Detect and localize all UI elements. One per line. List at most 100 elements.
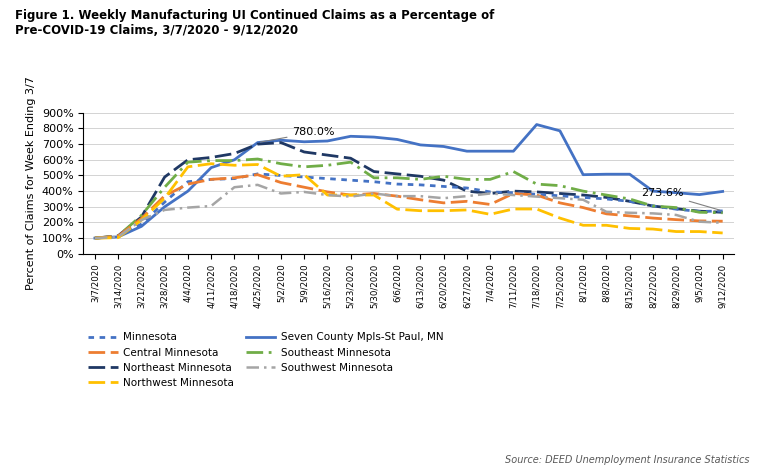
Southeast Minnesota bbox=[718, 210, 727, 216]
Minnesota bbox=[393, 181, 402, 187]
Seven County Mpls-St Paul, MN bbox=[509, 149, 518, 154]
Minnesota bbox=[183, 179, 192, 185]
Northwest Minnesota bbox=[439, 208, 448, 213]
Southeast Minnesota bbox=[137, 212, 146, 218]
Northeast Minnesota bbox=[322, 152, 332, 158]
Central Minnesota bbox=[276, 180, 285, 185]
Central Minnesota bbox=[114, 233, 123, 239]
Southwest Minnesota bbox=[463, 193, 472, 199]
Southwest Minnesota bbox=[183, 205, 192, 211]
Northeast Minnesota bbox=[393, 171, 402, 177]
Central Minnesota bbox=[718, 219, 727, 224]
Northeast Minnesota bbox=[114, 233, 123, 239]
Minnesota bbox=[671, 206, 681, 212]
Seven County Mpls-St Paul, MN bbox=[416, 142, 425, 148]
Southeast Minnesota bbox=[578, 188, 587, 194]
Northwest Minnesota bbox=[695, 229, 704, 235]
Northeast Minnesota bbox=[346, 156, 355, 161]
Seven County Mpls-St Paul, MN bbox=[671, 190, 681, 196]
Southeast Minnesota bbox=[207, 158, 216, 164]
Central Minnesota bbox=[90, 235, 99, 241]
Central Minnesota bbox=[625, 213, 634, 219]
Northwest Minnesota bbox=[230, 163, 239, 168]
Northwest Minnesota bbox=[137, 217, 146, 223]
Southwest Minnesota bbox=[90, 235, 99, 241]
Northeast Minnesota bbox=[416, 173, 425, 179]
Northwest Minnesota bbox=[322, 192, 332, 198]
Southeast Minnesota bbox=[183, 159, 192, 165]
Northeast Minnesota bbox=[300, 149, 309, 155]
Southeast Minnesota bbox=[393, 175, 402, 180]
Northwest Minnesota bbox=[253, 162, 262, 167]
Southwest Minnesota bbox=[439, 196, 448, 201]
Seven County Mpls-St Paul, MN bbox=[369, 134, 378, 140]
Central Minnesota bbox=[578, 205, 587, 211]
Central Minnesota bbox=[416, 197, 425, 203]
Northeast Minnesota bbox=[137, 214, 146, 220]
Central Minnesota bbox=[556, 200, 565, 206]
Northwest Minnesota bbox=[346, 192, 355, 198]
Line: Southwest Minnesota: Southwest Minnesota bbox=[95, 185, 723, 238]
Central Minnesota bbox=[602, 211, 611, 217]
Northeast Minnesota bbox=[578, 192, 587, 198]
Southeast Minnesota bbox=[276, 161, 285, 166]
Southeast Minnesota bbox=[509, 169, 518, 174]
Minnesota bbox=[578, 195, 587, 200]
Seven County Mpls-St Paul, MN bbox=[114, 234, 123, 240]
Minnesota bbox=[346, 177, 355, 183]
Northwest Minnesota bbox=[602, 222, 611, 228]
Seven County Mpls-St Paul, MN bbox=[578, 172, 587, 178]
Southeast Minnesota bbox=[532, 181, 541, 187]
Central Minnesota bbox=[137, 216, 146, 221]
Minnesota bbox=[532, 191, 541, 197]
Line: Central Minnesota: Central Minnesota bbox=[95, 175, 723, 238]
Southeast Minnesota bbox=[486, 177, 495, 182]
Southwest Minnesota bbox=[346, 194, 355, 199]
Seven County Mpls-St Paul, MN bbox=[625, 172, 634, 177]
Northeast Minnesota bbox=[439, 177, 448, 183]
Central Minnesota bbox=[532, 192, 541, 198]
Minnesota bbox=[160, 199, 169, 205]
Seven County Mpls-St Paul, MN bbox=[137, 224, 146, 229]
Northeast Minnesota bbox=[602, 195, 611, 200]
Minnesota bbox=[509, 190, 518, 196]
Minnesota bbox=[463, 185, 472, 191]
Central Minnesota bbox=[393, 193, 402, 199]
Northeast Minnesota bbox=[625, 198, 634, 204]
Southeast Minnesota bbox=[346, 159, 355, 165]
Seven County Mpls-St Paul, MN bbox=[230, 157, 239, 163]
Text: Source: DEED Unemployment Insurance Statistics: Source: DEED Unemployment Insurance Stat… bbox=[505, 455, 749, 465]
Seven County Mpls-St Paul, MN bbox=[463, 149, 472, 154]
Southwest Minnesota bbox=[602, 209, 611, 215]
Central Minnesota bbox=[300, 184, 309, 190]
Northeast Minnesota bbox=[160, 174, 169, 180]
Central Minnesota bbox=[648, 215, 657, 221]
Northeast Minnesota bbox=[230, 151, 239, 157]
Southwest Minnesota bbox=[509, 192, 518, 198]
Seven County Mpls-St Paul, MN bbox=[183, 188, 192, 194]
Southeast Minnesota bbox=[90, 235, 99, 241]
Seven County Mpls-St Paul, MN bbox=[346, 133, 355, 139]
Central Minnesota bbox=[369, 191, 378, 196]
Northeast Minnesota bbox=[671, 206, 681, 212]
Northwest Minnesota bbox=[114, 235, 123, 241]
Southwest Minnesota bbox=[230, 184, 239, 190]
Northwest Minnesota bbox=[625, 226, 634, 231]
Northeast Minnesota bbox=[183, 157, 192, 163]
Northwest Minnesota bbox=[369, 192, 378, 198]
Seven County Mpls-St Paul, MN bbox=[695, 192, 704, 197]
Southeast Minnesota bbox=[253, 156, 262, 162]
Southeast Minnesota bbox=[369, 175, 378, 180]
Southwest Minnesota bbox=[695, 219, 704, 225]
Minnesota bbox=[648, 203, 657, 209]
Seven County Mpls-St Paul, MN bbox=[602, 172, 611, 177]
Southwest Minnesota bbox=[718, 220, 727, 226]
Y-axis label: Percent of Claims for Week Ending 3/7: Percent of Claims for Week Ending 3/7 bbox=[26, 76, 36, 290]
Northwest Minnesota bbox=[486, 212, 495, 217]
Northeast Minnesota bbox=[695, 208, 704, 214]
Central Minnesota bbox=[230, 175, 239, 180]
Line: Northwest Minnesota: Northwest Minnesota bbox=[95, 164, 723, 238]
Northeast Minnesota bbox=[718, 210, 727, 215]
Minnesota bbox=[602, 196, 611, 202]
Northwest Minnesota bbox=[160, 196, 169, 201]
